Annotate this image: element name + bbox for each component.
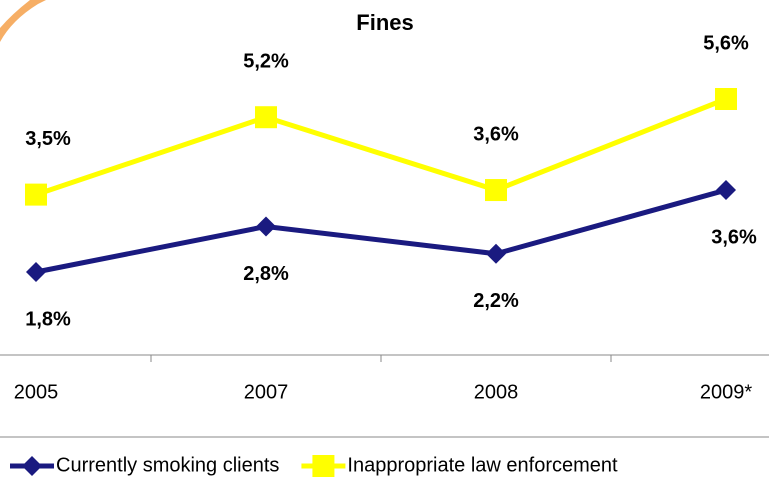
marker	[22, 456, 42, 476]
marker	[255, 106, 277, 129]
marker	[312, 455, 335, 477]
legend-label: Inappropriate law enforcement	[347, 454, 618, 476]
legend-label: Currently smoking clients	[56, 454, 279, 476]
data-label: 5,2%	[243, 50, 289, 72]
decoration	[0, 0, 46, 42]
x-tick-label: 2008	[474, 381, 519, 403]
marker	[256, 216, 276, 237]
data-label: 3,6%	[473, 123, 519, 145]
data-label: 3,6%	[711, 226, 757, 248]
x-tick-label: 2007	[244, 381, 289, 403]
marker	[715, 88, 737, 110]
series-line	[35, 187, 727, 275]
data-label: 1,8%	[25, 308, 71, 330]
marker	[25, 183, 47, 206]
series-line	[35, 96, 727, 197]
marker	[716, 180, 736, 201]
marker	[485, 179, 507, 202]
x-tick-label: 2005	[14, 381, 59, 403]
data-label: 5,6%	[703, 32, 749, 54]
marker	[486, 243, 506, 264]
x-tick-label: 2009*	[700, 381, 752, 403]
chart-title: Fines	[356, 10, 413, 35]
data-label: 3,5%	[25, 128, 71, 150]
data-label: 2,2%	[473, 290, 519, 312]
marker	[26, 262, 46, 282]
data-label: 2,8%	[243, 263, 289, 285]
